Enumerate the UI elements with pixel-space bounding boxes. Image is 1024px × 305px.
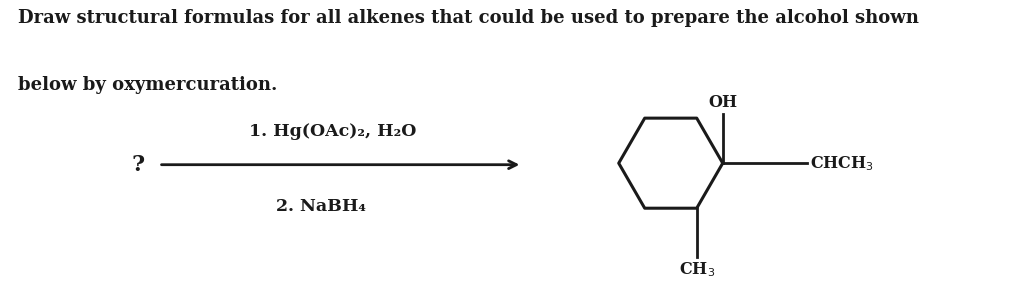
Text: below by oxymercuration.: below by oxymercuration. bbox=[18, 76, 278, 94]
Text: CHCH$_3$: CHCH$_3$ bbox=[810, 154, 873, 173]
Text: Draw structural formulas for all alkenes that could be used to prepare the alcoh: Draw structural formulas for all alkenes… bbox=[18, 9, 920, 27]
Text: OH: OH bbox=[709, 94, 737, 111]
Text: 1. Hg(OAc)₂, H₂O: 1. Hg(OAc)₂, H₂O bbox=[249, 123, 417, 140]
Text: 2. NaBH₄: 2. NaBH₄ bbox=[276, 198, 367, 215]
Text: CH$_3$: CH$_3$ bbox=[679, 260, 715, 279]
Text: ?: ? bbox=[132, 154, 144, 176]
